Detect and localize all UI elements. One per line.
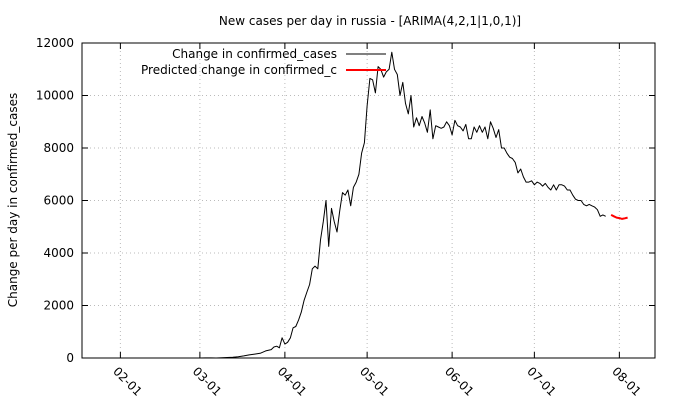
x-tick-label: 07-01	[524, 364, 559, 399]
y-tick-label: 4000	[43, 246, 74, 260]
series-line-actual	[199, 51, 606, 359]
x-tick-label: 05-01	[357, 364, 392, 399]
y-axis-label: Change per day in confirmed_cases	[6, 93, 20, 308]
legend-label: Change in confirmed_cases	[172, 47, 337, 61]
x-axis-ticks: 02-01 03-01 04-01 05-01 06-01 07-01 08-01	[110, 43, 644, 399]
y-tick-label: 0	[66, 351, 74, 365]
y-tick-label: 12000	[36, 36, 74, 50]
legend: Change in confirmed_cases Predicted chang…	[141, 47, 386, 77]
y-axis-ticks: 0 2000 4000 6000 8000 10000 12000	[36, 36, 655, 365]
x-tick-label: 02-01	[110, 364, 145, 399]
plot-border	[81, 42, 656, 359]
legend-label: Predicted change in confirmed_c	[141, 63, 337, 77]
series-lines	[199, 51, 628, 359]
y-tick-label: 6000	[43, 194, 74, 208]
x-tick-label: 04-01	[275, 364, 310, 399]
chart-title: New cases per day in russia - [ARIMA(4,2…	[219, 14, 521, 28]
x-tick-label: 03-01	[190, 364, 225, 399]
grid	[82, 43, 655, 358]
y-tick-label: 10000	[36, 89, 74, 103]
x-tick-label: 06-01	[442, 364, 477, 399]
series-line-predicted	[610, 214, 628, 220]
x-tick-label: 08-01	[609, 364, 644, 399]
y-tick-label: 2000	[43, 299, 74, 313]
y-tick-label: 8000	[43, 141, 74, 155]
